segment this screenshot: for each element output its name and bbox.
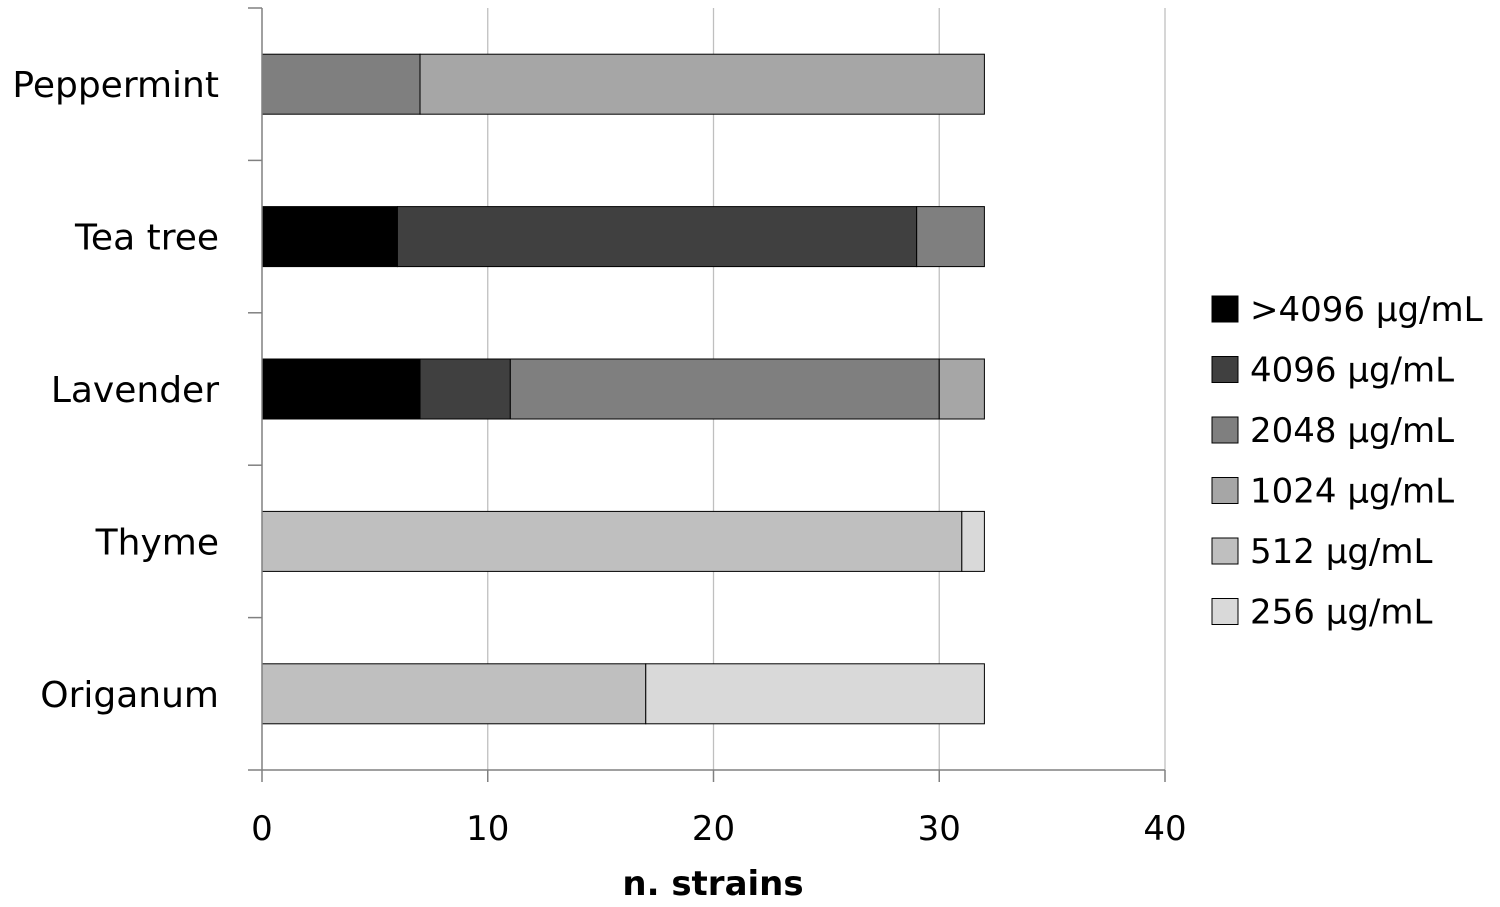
x-tick-labels: 0 10 20 30 40 xyxy=(251,809,1186,849)
bar-segment xyxy=(261,206,398,268)
bar-segment xyxy=(261,53,421,115)
bar-segment xyxy=(261,663,647,725)
category-label: Tea tree xyxy=(74,218,219,259)
x-tick-label-20: 20 xyxy=(692,809,735,849)
legend-label: 256 µg/mL xyxy=(1250,593,1432,633)
legend: >4096 µg/mL 4096 µg/mL 2048 µg/mL 1024 µg/m… xyxy=(1211,290,1483,633)
legend-swatch xyxy=(1211,477,1239,504)
category-label: Origanum xyxy=(40,675,219,716)
legend-swatch xyxy=(1211,598,1239,625)
category-label: Lavender xyxy=(51,370,219,411)
bar-segment xyxy=(419,53,985,115)
bar-segment xyxy=(261,358,421,420)
legend-label: >4096 µg/mL xyxy=(1250,290,1483,330)
x-tick-label-0: 0 xyxy=(251,809,273,849)
legend-label: 512 µg/mL xyxy=(1250,532,1432,572)
legend-label: 1024 µg/mL xyxy=(1250,472,1454,512)
bar-segment xyxy=(961,510,985,572)
category-label: Peppermint xyxy=(12,65,219,106)
axes xyxy=(248,7,1166,782)
category-label: Thyme xyxy=(95,522,219,563)
bar-segment xyxy=(396,206,918,268)
legend-swatch xyxy=(1211,356,1239,383)
legend-label: 4096 µg/mL xyxy=(1250,351,1454,391)
x-tick-label-10: 10 xyxy=(466,809,509,849)
legend-swatch xyxy=(1211,295,1239,323)
bar-segment xyxy=(916,206,985,268)
legend-swatch xyxy=(1211,416,1239,444)
bar-segment xyxy=(261,510,963,572)
bar-segment xyxy=(419,358,511,420)
bar-segment xyxy=(645,663,985,725)
x-tick-label-40: 40 xyxy=(1143,809,1186,849)
x-tick-label-30: 30 xyxy=(918,809,961,849)
x-axis-title: n. strains xyxy=(622,864,803,904)
bar-segment xyxy=(938,358,985,420)
category-labels: Peppermint Tea tree Lavender Thyme Origanum xyxy=(12,65,219,716)
legend-label: 2048 µg/mL xyxy=(1250,411,1454,451)
legend-swatch xyxy=(1211,537,1239,565)
bar-segment xyxy=(509,358,940,420)
bars xyxy=(261,53,985,725)
